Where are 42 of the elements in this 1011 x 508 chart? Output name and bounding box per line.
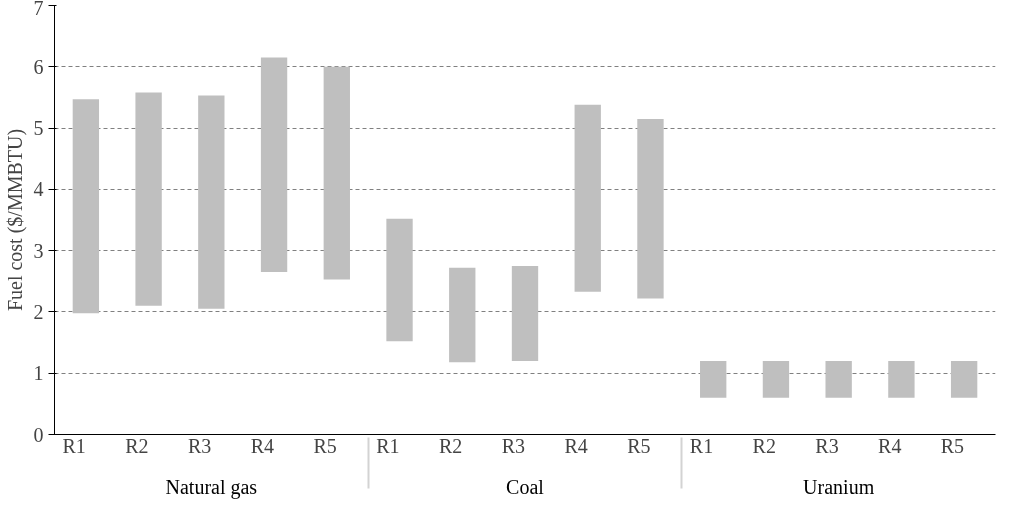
x-tick-label: R2 xyxy=(125,434,149,457)
bar xyxy=(825,360,852,398)
x-tick-label: R4 xyxy=(250,434,275,457)
x-tick-label: R3 xyxy=(501,434,525,457)
x-tick-label: R1 xyxy=(376,434,400,457)
bar xyxy=(323,66,350,280)
x-tick-label: R3 xyxy=(815,434,839,457)
y-tick-label: 1 xyxy=(33,362,44,385)
x-tick-label: R1 xyxy=(62,434,86,457)
bar xyxy=(574,104,601,292)
text: Natural gas xyxy=(165,475,258,499)
y-tick-label: 3 xyxy=(33,239,44,262)
text: Coal xyxy=(506,475,545,498)
bar xyxy=(72,99,100,314)
y-tick-label: 4 xyxy=(33,178,44,201)
y-tick-label: 0 xyxy=(33,423,44,446)
bar xyxy=(260,57,288,273)
x-tick-label: R2 xyxy=(752,434,776,457)
x-tick-label: R1 xyxy=(689,434,714,457)
x-tick-label: R5 xyxy=(627,434,651,457)
text: Uranium xyxy=(803,475,875,498)
x-tick-label: R4 xyxy=(564,434,588,457)
bar xyxy=(762,360,790,398)
bar xyxy=(449,267,476,363)
bar xyxy=(135,92,162,306)
y-tick-label: 7 xyxy=(33,0,44,19)
y-axis-title: Fuel cost ($/MMBTU) xyxy=(3,128,27,312)
bar xyxy=(888,360,915,398)
bar xyxy=(950,360,978,398)
bar xyxy=(700,360,727,398)
y-tick-label: 5 xyxy=(33,117,44,140)
y-tick-label: 2 xyxy=(33,300,44,323)
x-tick-label: R4 xyxy=(878,434,902,457)
x-tick-label: R5 xyxy=(940,434,965,457)
bar xyxy=(511,265,539,361)
bar xyxy=(637,118,664,299)
x-tick-label: R2 xyxy=(438,434,463,457)
bar xyxy=(198,95,225,309)
x-tick-label: R3 xyxy=(187,434,212,457)
bar xyxy=(386,218,413,342)
x-tick-label: R5 xyxy=(313,434,337,457)
y-tick-label: 6 xyxy=(33,55,44,78)
